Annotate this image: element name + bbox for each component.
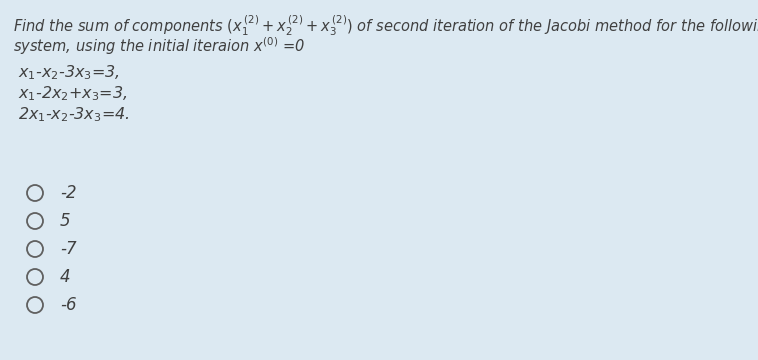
- Text: system, using the initial iteraion $x^{(0)}$ =0: system, using the initial iteraion $x^{(…: [13, 35, 305, 57]
- Text: 4: 4: [60, 268, 70, 286]
- Text: -2: -2: [60, 184, 77, 202]
- Text: $x_1$-$x_2$-3$x_3$=3,: $x_1$-$x_2$-3$x_3$=3,: [18, 63, 120, 82]
- Text: $x_1$-2$x_2$+$x_3$=3,: $x_1$-2$x_2$+$x_3$=3,: [18, 84, 127, 103]
- Text: -6: -6: [60, 296, 77, 314]
- Text: -7: -7: [60, 240, 77, 258]
- Text: Find the sum of components $(x_1^{\,(2)} +x_2^{\,(2)} +x_3^{\,(2)})$ of second i: Find the sum of components $(x_1^{\,(2)}…: [13, 13, 758, 38]
- Text: 2$x_1$-$x_2$-3$x_3$=4.: 2$x_1$-$x_2$-3$x_3$=4.: [18, 105, 130, 124]
- Text: 5: 5: [60, 212, 70, 230]
